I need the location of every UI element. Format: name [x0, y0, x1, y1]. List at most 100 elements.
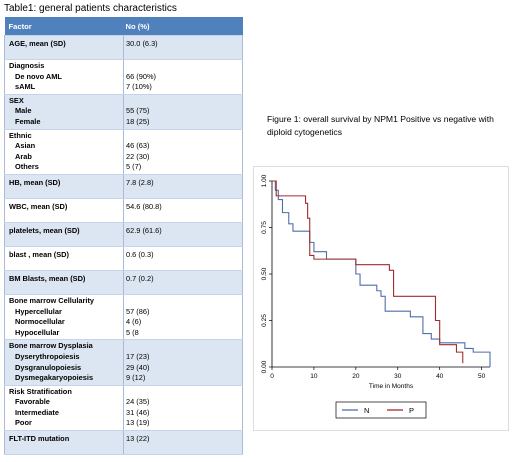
factor-value: 13 (22) — [126, 434, 150, 444]
factor-cell: BM Blasts, mean (SD) — [4, 269, 124, 295]
x-tick-label: 40 — [436, 373, 444, 380]
factor-cell: blast , mean (SD) — [4, 245, 124, 271]
factor-value — [126, 387, 238, 398]
factor-label: BM Blasts, mean (SD) — [9, 273, 86, 283]
survival-chart: 0 10 20 30 40 50 0.00 0.25 0.50 0.75 1.00 Time in M… — [253, 166, 509, 431]
factor-value: 30.0 (6.3) — [126, 39, 158, 48]
factor-value: 17 (23) — [126, 351, 150, 361]
factor-label: Diagnosis — [9, 61, 45, 70]
factor-sublabel: Dysgranulopoiesis — [15, 362, 82, 372]
y-tick-label: 1.00 — [261, 174, 268, 187]
factor-label: SEX — [9, 95, 24, 105]
factor-value: 54.6 (80.8) — [126, 201, 162, 211]
series-line-p — [272, 180, 464, 364]
value-cell: 62.9 (61.6) — [123, 221, 243, 247]
x-axis-label: Time in Months — [369, 383, 414, 390]
factor-cell: SEX Male Female — [4, 93, 124, 130]
factor-value: 46 (63) — [126, 141, 150, 151]
legend-box — [335, 401, 427, 419]
factor-cell: Bone marrow Cellularity Hypercellular Norm… — [4, 293, 124, 341]
table-body: AGE, mean (SD) 30.0 (6.3) Diagnosis De novo… — [4, 35, 243, 456]
factor-value — [126, 296, 238, 307]
value-cell: 7.8 (2.8) — [123, 173, 243, 199]
value-cell: 30.0 (6.3) — [123, 35, 243, 60]
factor-value: 24 (35) — [126, 397, 150, 407]
y-tick-label: 0.00 — [261, 360, 268, 373]
value-cell: 13 (22) — [123, 430, 243, 456]
factor-sublabel: Asian — [15, 141, 36, 151]
factor-cell: Ethnic Asian Arab Others — [4, 128, 124, 175]
x-tick-label: 20 — [352, 373, 360, 380]
factor-label: Bone marrow Cellularity — [9, 295, 95, 305]
factor-value: 9 (12) — [126, 373, 146, 383]
table-row: HB, mean (SD) 7.8 (2.8) — [4, 173, 243, 199]
factor-sublabel: sAML — [15, 82, 36, 92]
factor-cell: Bone marrow Dysplasia Dyserythropoiesis Dy… — [4, 339, 124, 386]
factor-value: 0.6 (0.3) — [126, 249, 154, 259]
factor-cell: WBC, mean (SD) — [4, 197, 124, 223]
factor-value: 5 (7) — [126, 162, 142, 172]
y-tick-label: 0.50 — [261, 267, 268, 280]
legend-label-n: N — [364, 406, 369, 415]
value-cell: 54.6 (80.8) — [123, 197, 243, 223]
table-row: AGE, mean (SD) 30.0 (6.3) — [4, 35, 243, 60]
factor-value: 7.8 (2.8) — [126, 177, 154, 187]
factor-sublabel: Hypocellular — [15, 327, 60, 337]
factor-sublabel: Female — [15, 116, 41, 126]
factor-value: 57 (86) — [126, 306, 150, 316]
factor-label: FLT-ITD mutation — [9, 434, 70, 444]
factor-sublabel: Others — [15, 162, 39, 172]
x-tick-label: 0 — [270, 373, 274, 380]
table-row: BM Blasts, mean (SD) 0.7 (0.2) — [4, 269, 243, 295]
factor-label: WBC, mean (SD) — [9, 201, 68, 211]
table-row: Diagnosis De novo AML sAML 66 (90%) 7 (10%) — [4, 59, 243, 95]
factor-cell: platelets, mean (SD) — [4, 221, 124, 247]
factor-value: 22 (30) — [126, 151, 150, 161]
y-tick-label: 0.75 — [261, 221, 268, 234]
factor-value: 7 (10%) — [126, 82, 152, 92]
table-row: Bone marrow Dysplasia Dyserythropoiesis Dy… — [4, 339, 243, 386]
table-caption: Table1: general patients characteristics — [4, 3, 177, 14]
factor-label: platelets, mean (SD) — [9, 225, 80, 235]
factor-value: 5 (8 — [126, 327, 139, 337]
factor-sublabel: Normocellular — [15, 317, 65, 327]
y-tick-label: 0.25 — [261, 314, 268, 327]
x-tick-label: 10 — [310, 373, 318, 380]
factor-value — [126, 96, 238, 107]
factor-label: Ethnic — [9, 130, 32, 140]
value-cell: 46 (63) 22 (30) 5 (7) — [123, 128, 243, 175]
factor-sublabel: Hypercellular — [15, 306, 62, 316]
figure-caption: Figure 1: overall survival by NPM1 Posit… — [267, 114, 494, 137]
value-cell: 24 (35) 31 (46) 13 (19) — [123, 384, 243, 432]
factor-cell: FLT-ITD mutation — [4, 430, 124, 456]
factor-label: blast , mean (SD) — [9, 249, 69, 259]
factor-value: 13 (19) — [126, 418, 150, 428]
value-cell: 66 (90%) 7 (10%) — [123, 59, 243, 95]
value-cell: 57 (86) 4 (6) 5 (8 — [123, 293, 243, 341]
factor-sublabel: Favorable — [15, 397, 50, 407]
factor-cell: Diagnosis De novo AML sAML — [4, 59, 124, 95]
factor-label: AGE, mean (SD) — [9, 39, 66, 48]
x-tick-label: 50 — [478, 373, 486, 380]
table-row: WBC, mean (SD) 54.6 (80.8) — [4, 197, 243, 223]
factor-value — [126, 61, 238, 72]
value-cell: 55 (75) 18 (25) — [123, 93, 243, 130]
factor-label: HB, mean (SD) — [9, 177, 61, 187]
table-row: Bone marrow Cellularity Hypercellular Norm… — [4, 293, 243, 341]
factor-sublabel: Dyserythropoiesis — [15, 351, 80, 361]
header-factor: Factor — [4, 17, 124, 36]
factor-value — [126, 341, 238, 352]
series-line-n — [272, 180, 491, 367]
factor-cell: Risk Stratification Favorable Intermediate… — [4, 384, 124, 432]
x-tick-label: 30 — [394, 373, 402, 380]
factor-value — [126, 131, 238, 142]
legend-label-p: P — [409, 406, 414, 415]
header-no: No (%) — [123, 17, 243, 36]
factor-value: 31 (46) — [126, 407, 150, 417]
factor-sublabel: Male — [15, 106, 32, 116]
factor-label: Bone marrow Dysplasia — [9, 341, 93, 351]
table-row: Risk Stratification Favorable Intermediate… — [4, 384, 243, 432]
factor-value: 4 (6) — [126, 317, 142, 327]
factor-sublabel: Dysmegakaryopoiesis — [15, 373, 94, 383]
table-header-row: Factor No (%) — [4, 17, 243, 36]
